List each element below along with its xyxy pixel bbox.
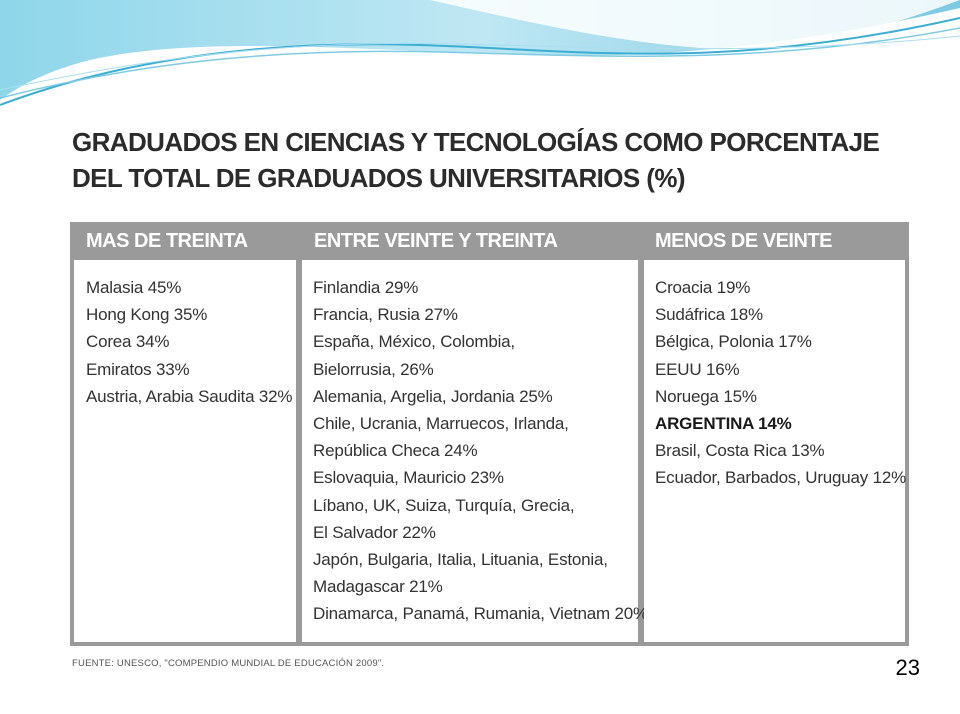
country-entry: Noruega 15% [655,386,757,406]
country-entry: Emiratos 33% [86,359,190,379]
country-entry: Malasia 45% [86,278,182,297]
column-cell-mas-de-treinta: Malasia 45% Hong Kong 35% Corea 34% Emirato… [74,260,296,642]
country-entry: ARGENTINA 14% [655,414,792,434]
country-entry: Francia, Rusia 27% [313,305,458,325]
country-entry: Eslovaquia, Mauricio 23% [313,468,504,488]
title-line-2: DEL TOTAL DE GRADUADOS UNIVERSITARIOS (%… [72,163,686,193]
country-entry: España, México, Colombia, [313,332,515,352]
country-entry: Japón, Bulgaria, Italia, Lituania, Eston… [313,550,608,570]
country-entry: República Checa 24% [313,441,478,461]
country-entry: Corea 34% [86,332,170,352]
country-entry: Hong Kong 35% [86,305,208,325]
column-list: Croacia 19% Sudáfrica 18% Bélgica, Polonia… [644,260,907,492]
country-entry: Ecuador, Barbados, Uruguay 12% [655,468,907,488]
country-entry: Bélgica, Polonia 17% [655,332,812,352]
column-cell-menos-de-veinte: Croacia 19% Sudáfrica 18% Bélgica, Polonia… [644,260,907,642]
country-entry: Chile, Ucrania, Marruecos, Irlanda, [313,414,569,434]
country-entry: El Salvador 22% [313,522,436,542]
country-entry: Líbano, UK, Suiza, Turquía, Grecia, [313,495,575,515]
column-header-mas-de-treinta: MAS DE TREINTA [86,230,248,252]
figure-title: GRADUADOS EN CIENCIAS Y TECNOLOGÍAS COMO… [72,124,880,196]
column-list: Finlandia 29% Francia, Rusia 27% España, M… [302,260,648,628]
decorative-wave-banner [0,0,960,106]
source-note: FUENTE: UNESCO, "COMPENDIO MUNDIAL DE ED… [72,658,385,669]
country-entry: Finlandia 29% [313,278,419,297]
column-header-entre-veinte-y-treinta: ENTRE VEINTE Y TREINTA [314,230,558,252]
country-entry: Alemania, Argelia, Jordania 25% [313,386,553,406]
country-entry: EEUU 16% [655,359,740,379]
data-table: MAS DE TREINTA ENTRE VEINTE Y TREINTA ME… [70,222,909,646]
infographic-figure: GRADUADOS EN CIENCIAS Y TECNOLOGÍAS COMO… [62,110,930,690]
country-entry: Sudáfrica 18% [655,305,763,325]
column-header-menos-de-veinte: MENOS DE VEINTE [655,230,832,252]
country-entry: Bielorrusia, 26% [313,359,434,379]
country-entry: Brasil, Costa Rica 13% [655,441,825,461]
country-entry: Dinamarca, Panamá, Rumania, Vietnam 20% [313,604,648,624]
title-line-1: GRADUADOS EN CIENCIAS Y TECNOLOGÍAS COMO… [72,127,880,157]
column-list: Malasia 45% Hong Kong 35% Corea 34% Emirato… [74,260,296,410]
column-cell-entre-veinte-y-treinta: Finlandia 29% Francia, Rusia 27% España, M… [302,260,648,642]
page-number: 23 [895,655,920,680]
country-entry: Croacia 19% [655,278,751,297]
country-entry: Madagascar 21% [313,577,443,597]
country-entry: Austria, Arabia Saudita 32% [86,386,293,406]
